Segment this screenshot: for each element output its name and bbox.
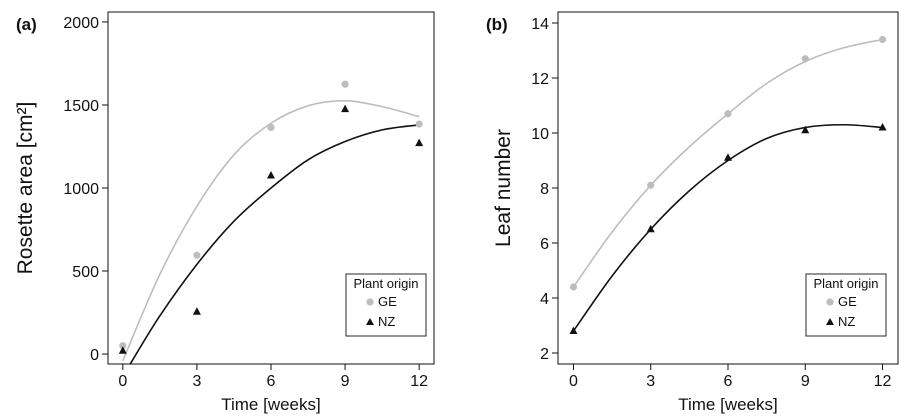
legend-label-ge-a: GE [378,294,397,309]
legend-label-ge-b: GE [838,294,857,309]
y-axis-label-a: Rosette area [cm²] [14,102,37,275]
data-point-nz [646,224,655,233]
data-point-ge [569,283,578,291]
y-axis-label-b: Leaf number [492,129,515,247]
points-a [118,80,424,354]
legend-b: Plant origin GE NZ [805,273,887,337]
data-point-nz [267,171,275,179]
legend-marker-nz-b [826,318,834,325]
x-tick-label: 0 [118,373,127,390]
legend-marker-nz-a [366,318,374,325]
legend-a: Plant origin GE NZ [345,273,427,337]
y-tick-label: 14 [531,16,549,33]
y-ticks-b: 2 4 6 8 10 12 14 [531,16,558,363]
data-point-ge [193,251,201,259]
y-tick-label: 1000 [63,181,99,198]
panel-label-a: (a) [16,15,37,34]
y-tick-label: 0 [90,347,99,364]
x-axis-label-b: Time [weeks] [678,395,778,414]
legend-title-b: Plant origin [813,276,878,291]
panel-b: (b) 0 3 6 9 12 2 4 6 8 10 12 14 Time [weeks] Leaf … [486,11,899,414]
y-tick-label: 10 [531,126,549,143]
legend-label-nz-a: NZ [378,314,395,329]
y-tick-label: 4 [540,291,549,308]
data-point-ge [341,80,349,88]
data-point-ge [647,181,655,189]
data-point-nz [118,346,127,354]
y-tick-label: 500 [72,264,99,281]
x-tick-label: 12 [874,373,892,390]
x-axis-label-a: Time [weeks] [221,395,321,414]
fit-line-nz [129,124,420,364]
data-point-ge [724,110,732,118]
data-point-nz [878,123,887,131]
x-tick-label: 9 [341,373,350,390]
legend-marker-ge-a [366,298,374,306]
data-point-ge [415,120,423,128]
legend-marker-ge-b [826,298,834,306]
data-point-nz [724,153,732,161]
fit-line-ge [572,38,883,288]
data-point-nz [415,138,424,147]
x-tick-label: 6 [267,373,276,390]
legend-label-nz-b: NZ [838,314,855,329]
points-b [569,35,887,334]
data-point-nz [341,104,350,113]
y-tick-label: 2 [540,346,549,363]
panel-a: (a) 0 3 6 9 12 0 500 1000 1500 2000 Time [weeks]… [14,11,435,414]
data-point-nz [569,326,578,334]
data-point-ge [801,55,809,63]
y-tick-label: 1500 [63,98,99,115]
x-ticks-b: 0 3 6 9 12 [569,364,892,390]
data-point-nz [801,125,810,134]
data-point-ge [119,342,127,350]
x-tick-label: 3 [646,373,655,390]
data-point-ge [267,123,275,131]
y-tick-label: 8 [540,181,549,198]
x-tick-label: 0 [569,373,578,390]
data-point-nz [192,307,201,315]
x-tick-label: 3 [192,373,201,390]
data-point-ge [878,35,887,44]
x-tick-label: 12 [410,373,428,390]
x-tick-label: 9 [801,373,810,390]
legend-title-a: Plant origin [353,276,418,291]
y-tick-label: 12 [531,71,549,88]
legend-box-b [805,273,887,337]
panel-label-b: (b) [486,15,508,34]
y-tick-label: 6 [540,236,549,253]
x-tick-label: 6 [724,373,733,390]
y-ticks-a: 0 500 1000 1500 2000 [63,15,108,364]
legend-box-a [345,273,427,337]
y-tick-label: 2000 [63,15,99,32]
x-ticks-a: 0 3 6 9 12 [118,364,428,390]
